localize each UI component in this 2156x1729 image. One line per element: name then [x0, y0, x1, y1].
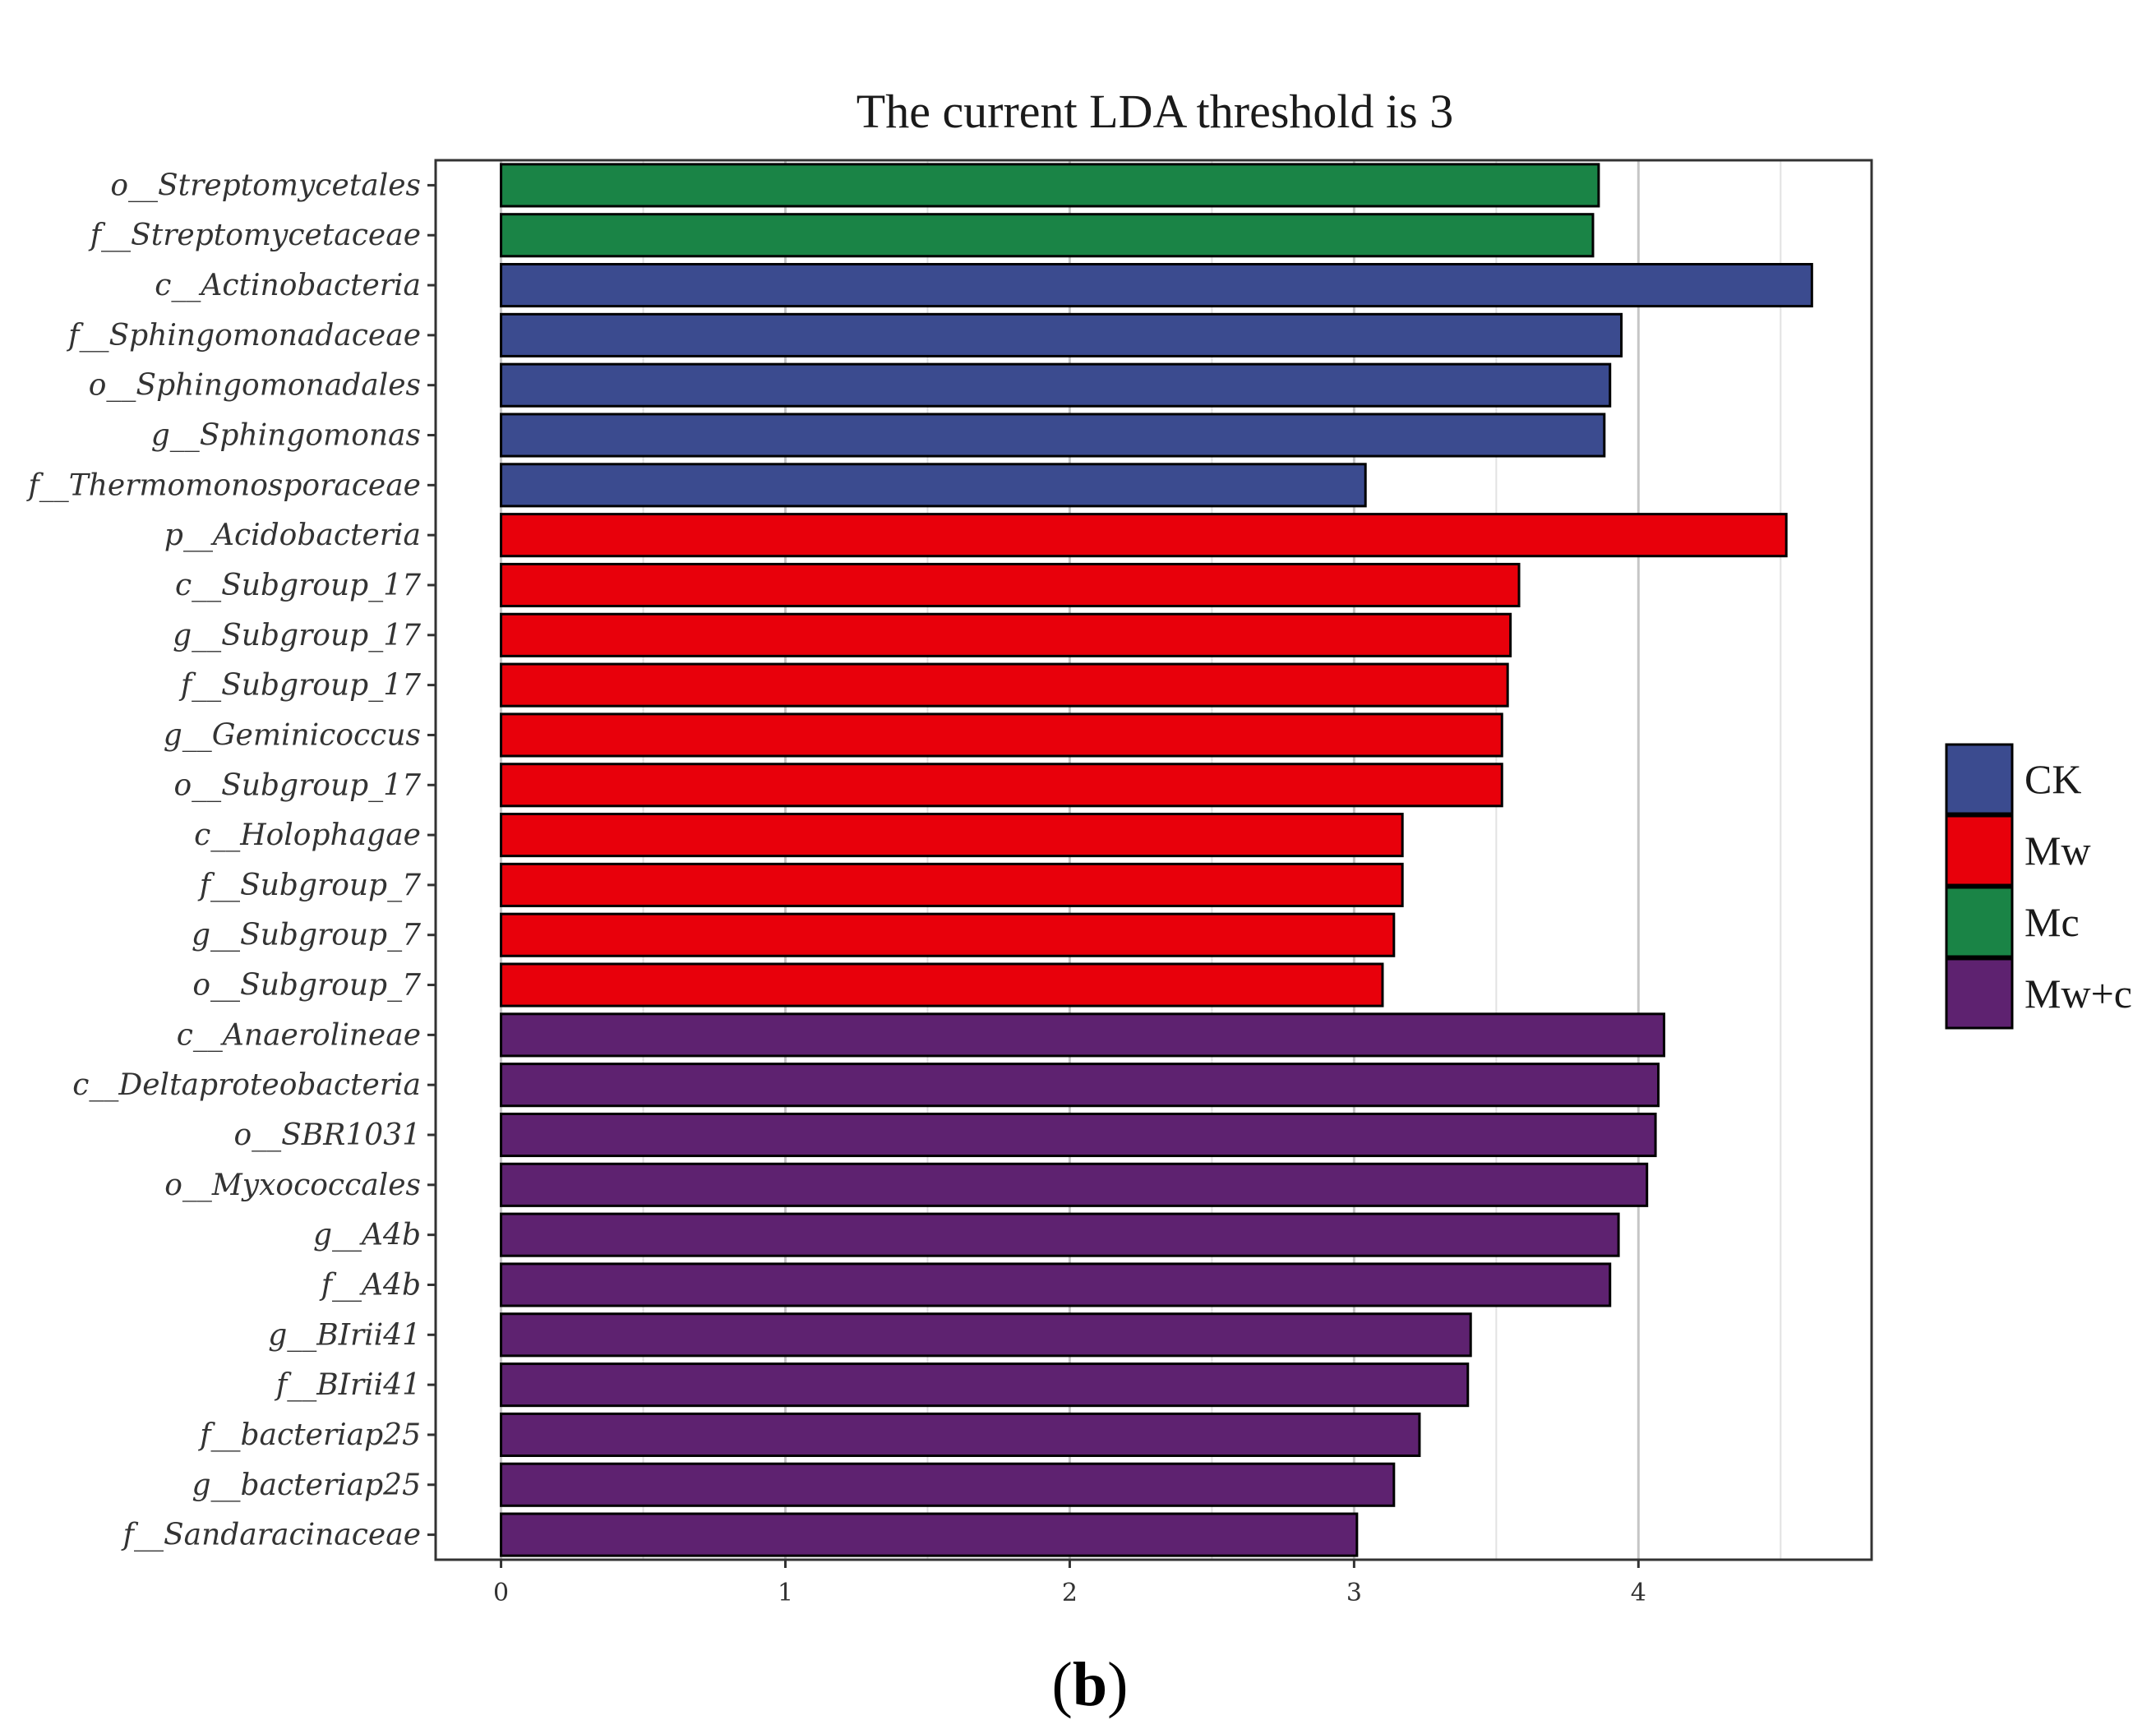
- bar-p__Acidobacteria: [500, 513, 1788, 558]
- bar-g__Geminicoccus: [500, 712, 1503, 758]
- category-label: f__Subgroup_7: [197, 869, 421, 902]
- bar-g__Subgroup_7: [500, 912, 1396, 957]
- bar-o__Myxococcales: [500, 1162, 1649, 1207]
- chart-title: The current LDA threshold is 3: [856, 85, 1453, 138]
- bar-c__Holophagae: [500, 813, 1404, 858]
- figure-caption: (b): [1052, 1650, 1129, 1719]
- legend-swatch-Mw+c: [1945, 957, 2014, 1030]
- bar-o__Sphingomonadales: [500, 362, 1612, 408]
- category-label: g__A4b: [313, 1219, 421, 1252]
- bar-f__Thermomonosporaceae: [500, 463, 1367, 508]
- category-label: c__Actinobacteria: [155, 269, 421, 302]
- bar-c__Deltaproteobacteria: [500, 1063, 1660, 1108]
- x-tick-label: 0: [493, 1579, 509, 1607]
- x-tick-label: 1: [778, 1579, 793, 1607]
- category-label: g__Subgroup_7: [192, 919, 421, 952]
- bar-o__Streptomycetales: [500, 163, 1600, 208]
- bar-f__bacteriap25: [500, 1412, 1421, 1457]
- bar-f__A4b: [500, 1262, 1612, 1307]
- bar-o__Subgroup_7: [500, 962, 1384, 1007]
- legend-label-Mc: Mc: [2024, 899, 2080, 945]
- category-label: o__Myxococcales: [164, 1169, 421, 1202]
- category-label: o__Subgroup_17: [173, 768, 421, 802]
- legend-label-Mw: Mw: [2024, 828, 2091, 874]
- legend: CK Mw Mc Mw+c: [1945, 743, 2132, 1030]
- bar-f__Subgroup_7: [500, 862, 1404, 907]
- category-label: f__Sandaracinaceae: [121, 1519, 421, 1552]
- bar-g__Subgroup_17: [500, 612, 1512, 657]
- category-label: g__Sphingomonas: [151, 419, 421, 453]
- category-label: g__bacteriap25: [192, 1468, 421, 1502]
- bar-o__Subgroup_17: [500, 763, 1503, 808]
- category-label: o__Streptomycetales: [110, 168, 421, 202]
- category-label: p__Acidobacteria: [164, 519, 421, 552]
- category-label: c__Holophagae: [194, 818, 421, 852]
- category-label: f__BIrii41: [274, 1368, 421, 1402]
- category-label: o__Subgroup_7: [192, 969, 421, 1003]
- x-axis-ticks: 0 1 2 3 4: [493, 1560, 1646, 1607]
- category-label: f__Sphingomonadaceae: [66, 319, 421, 353]
- category-label: o__Sphingomonadales: [89, 369, 421, 403]
- bar-c__Actinobacteria: [500, 263, 1813, 308]
- bar-o__SBR1031: [500, 1112, 1657, 1158]
- legend-swatch-Mc: [1945, 886, 2014, 958]
- legend-swatch-Mw: [1945, 814, 2014, 887]
- category-label: f__Thermomonosporaceae: [25, 468, 421, 502]
- x-tick-label: 3: [1346, 1579, 1362, 1607]
- legend-label-CK: CK: [2024, 756, 2081, 802]
- bar-f__Sandaracinaceae: [500, 1512, 1359, 1557]
- plot-panel-border: [434, 159, 1873, 1561]
- bar-c__Anaerolineae: [500, 1012, 1665, 1058]
- category-labels: o__Streptomycetales f__Streptomycetaceaec…: [25, 168, 436, 1552]
- category-label: g__BIrii41: [268, 1318, 421, 1352]
- bars: [500, 163, 1813, 1557]
- bar-g__bacteriap25: [500, 1462, 1396, 1507]
- bar-c__Subgroup_17: [500, 562, 1521, 608]
- bar-f__BIrii41: [500, 1362, 1470, 1408]
- category-label: f__Streptomycetaceae: [88, 219, 421, 252]
- category-label: o__SBR1031: [233, 1118, 421, 1152]
- bar-f__Sphingomonadaceae: [500, 312, 1623, 357]
- bar-g__A4b: [500, 1212, 1620, 1257]
- x-tick-label: 2: [1062, 1579, 1078, 1607]
- category-label: c__Deltaproteobacteria: [72, 1068, 421, 1102]
- category-label: f__bacteriap25: [197, 1418, 421, 1452]
- bar-g__BIrii41: [500, 1312, 1472, 1358]
- category-label: f__Subgroup_17: [178, 669, 421, 703]
- category-label: g__Geminicoccus: [164, 718, 421, 752]
- legend-label-Mw+c: Mw+c: [2024, 971, 2132, 1017]
- x-tick-label: 4: [1631, 1579, 1646, 1607]
- bar-f__Subgroup_17: [500, 662, 1509, 708]
- category-label: f__A4b: [319, 1268, 421, 1302]
- category-label: c__Anaerolineae: [177, 1018, 421, 1052]
- category-label: c__Subgroup_17: [175, 569, 421, 602]
- legend-swatch-CK: [1945, 743, 2014, 815]
- bar-g__Sphingomonas: [500, 413, 1606, 458]
- category-label: g__Subgroup_17: [173, 619, 421, 652]
- bar-f__Streptomycetaceae: [500, 213, 1595, 258]
